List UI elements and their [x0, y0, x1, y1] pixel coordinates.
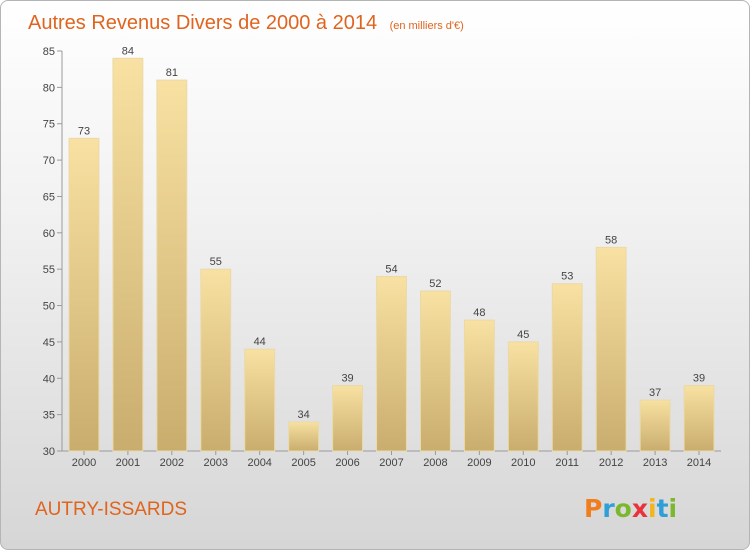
- y-tick-label: 40: [43, 373, 55, 385]
- x-tick-label: 2010: [511, 457, 535, 469]
- bar-value-label: 73: [78, 125, 90, 137]
- bar-value-label: 81: [166, 67, 178, 79]
- x-tick-label: 2011: [555, 457, 579, 469]
- bar: [551, 283, 583, 452]
- logo-letter: i: [648, 494, 657, 523]
- bar: [639, 399, 671, 452]
- x-tick-label: 2006: [335, 457, 359, 469]
- bar: [595, 246, 627, 452]
- bar-value-label: 48: [473, 307, 485, 319]
- bar-value-label: 37: [649, 387, 661, 399]
- bar-value-label: 58: [605, 234, 617, 246]
- x-tick-label: 2009: [467, 457, 491, 469]
- x-tick-label: 2001: [116, 457, 140, 469]
- y-tick-label: 55: [43, 264, 55, 276]
- bar: [244, 348, 276, 452]
- bar: [112, 57, 144, 452]
- x-tick-label: 2002: [160, 457, 184, 469]
- bar-value-label: 45: [517, 329, 529, 341]
- x-tick-label: 2012: [599, 457, 623, 469]
- chart-title: Autres Revenus Divers de 2000 à 2014: [28, 12, 377, 34]
- chart-unit-note: (en milliers d'€): [390, 20, 464, 32]
- y-tick-label: 50: [43, 301, 55, 313]
- bar: [332, 385, 364, 452]
- y-tick-label: 85: [43, 46, 55, 58]
- bar-value-label: 84: [122, 45, 134, 57]
- bar-value-label: 39: [693, 373, 705, 385]
- y-tick-label: 30: [43, 446, 55, 458]
- bar: [156, 79, 188, 452]
- y-tick-label: 60: [43, 228, 55, 240]
- logo-letter: t: [657, 494, 669, 523]
- x-tick-label: 2000: [72, 457, 96, 469]
- bar-value-label: 53: [561, 271, 573, 283]
- bar: [68, 137, 100, 452]
- bar-value-label: 44: [254, 336, 266, 348]
- plot-area: 30 35 40 45 50 55 60 65 70 75 80 85 73 2000 84 2001 81 20…: [43, 45, 721, 469]
- logo-letter: x: [632, 494, 648, 523]
- logo-letter: r: [602, 494, 615, 523]
- logo-letter: i: [669, 494, 678, 523]
- x-tick-label: 2014: [687, 457, 711, 469]
- bar: [288, 421, 320, 452]
- x-tick-label: 2005: [291, 457, 315, 469]
- bar: [419, 290, 451, 452]
- bar: [376, 275, 407, 452]
- y-tick-label: 80: [43, 82, 55, 94]
- logo-letter: P: [584, 494, 602, 523]
- y-tick-label: 35: [43, 410, 55, 422]
- x-tick-label: 2008: [423, 457, 447, 469]
- bar: [200, 268, 232, 452]
- bar-value-label: 39: [341, 373, 353, 385]
- bar-value-label: 55: [210, 256, 222, 268]
- x-tick-label: 2003: [204, 457, 228, 469]
- logo-letter: o: [615, 494, 632, 523]
- bar-value-label: 34: [298, 409, 310, 421]
- chart-title-group: Autres Revenus Divers de 2000 à 2014 (en…: [28, 12, 464, 34]
- bar-value-label: 54: [385, 263, 397, 275]
- bar: [463, 319, 495, 452]
- y-tick-label: 70: [43, 155, 55, 167]
- y-tick-label: 65: [43, 191, 55, 203]
- x-tick-label: 2007: [379, 457, 403, 469]
- y-tick-label: 75: [43, 119, 55, 131]
- commune-name: AUTRY-ISSARDS: [35, 499, 187, 520]
- x-tick-label: 2013: [643, 457, 667, 469]
- proxiti-logo: Proxiti: [584, 494, 677, 523]
- y-tick-label: 45: [43, 337, 55, 349]
- bar-value-label: 52: [429, 278, 441, 290]
- x-tick-label: 2004: [247, 457, 271, 469]
- bar: [683, 385, 715, 452]
- bar: [507, 341, 539, 452]
